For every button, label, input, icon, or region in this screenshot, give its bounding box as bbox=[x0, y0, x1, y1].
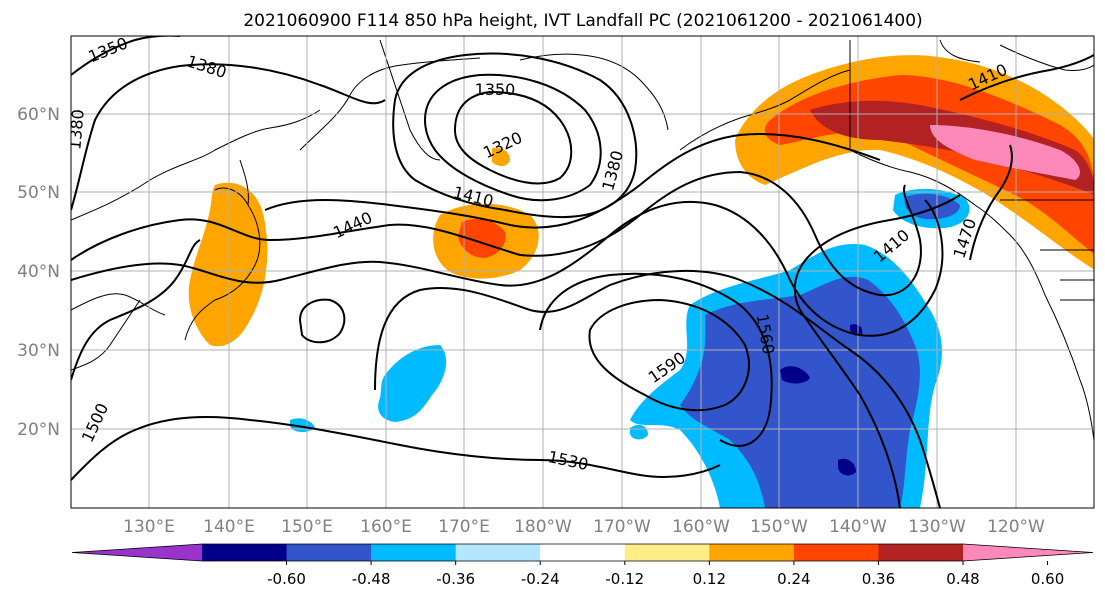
latitude-labels: 20°N 30°N 40°N 50°N 60°N bbox=[17, 105, 60, 440]
map-title: 2021060900 F114 850 hPa height, IVT Land… bbox=[243, 11, 922, 31]
colorbar-tick-label: 0.36 bbox=[862, 570, 895, 588]
colorbar-tick-label: -0.12 bbox=[605, 570, 644, 588]
lon-label: 170°W bbox=[593, 517, 651, 537]
colorbar-swatch bbox=[878, 544, 964, 561]
colorbar-swatch bbox=[709, 544, 795, 561]
lon-label: 120°W bbox=[987, 517, 1045, 537]
lat-label: 40°N bbox=[17, 262, 60, 282]
contour-label: 1350 bbox=[475, 80, 516, 99]
colorbar-tick-label: -0.48 bbox=[352, 570, 391, 588]
colorbar-tick-label: -0.60 bbox=[267, 570, 306, 588]
colorbar-swatch bbox=[371, 544, 457, 561]
colorbar-swatch bbox=[202, 544, 288, 561]
colorbar-tick-label: 0.60 bbox=[1031, 570, 1064, 588]
colorbar-tick-label: 0.48 bbox=[946, 570, 979, 588]
lon-label: 140°W bbox=[829, 517, 887, 537]
colorbar: -0.60 -0.48 -0.36 -0.24 -0.12 0.12 0.24 0.36 0.4… bbox=[71, 543, 1094, 588]
map-frame bbox=[70, 35, 1095, 509]
colorbar-tick-label: -0.36 bbox=[436, 570, 475, 588]
colorbar-swatch bbox=[793, 544, 879, 561]
colorbar-outline bbox=[71, 543, 1094, 562]
colorbar-extend-low bbox=[72, 544, 202, 561]
lon-label: 130°E bbox=[123, 517, 175, 537]
colorbar-tick-label: -0.24 bbox=[521, 570, 560, 588]
longitude-labels: 130°E 140°E 150°E 160°E 170°E 180°W 170°… bbox=[123, 517, 1045, 537]
lon-label: 150°E bbox=[281, 517, 333, 537]
colorbar-tick-label: 0.24 bbox=[777, 570, 810, 588]
map-area: 1350 1380 1380 1350 1320 1380 1410 1440 … bbox=[65, 36, 1094, 508]
lon-label: 140°E bbox=[203, 517, 255, 537]
lon-label: 160°W bbox=[672, 517, 730, 537]
contour-label: 1380 bbox=[65, 108, 87, 150]
colorbar-swatch bbox=[624, 544, 710, 561]
colorbar-swatch bbox=[286, 544, 372, 561]
lat-label: 20°N bbox=[17, 420, 60, 440]
ivt-negative-shading bbox=[290, 188, 970, 508]
lon-label: 170°E bbox=[438, 517, 490, 537]
ivt-positive-shading bbox=[188, 55, 1094, 347]
lat-label: 60°N bbox=[17, 105, 60, 125]
colorbar-swatch bbox=[455, 544, 541, 561]
colorbar-tick-label: 0.12 bbox=[693, 570, 726, 588]
colorbar-swatch bbox=[540, 544, 626, 561]
lon-label: 150°W bbox=[750, 517, 808, 537]
height-contours bbox=[71, 36, 1094, 508]
lat-label: 30°N bbox=[17, 341, 60, 361]
lat-label: 50°N bbox=[17, 183, 60, 203]
lon-label: 130°W bbox=[908, 517, 966, 537]
lon-label: 160°E bbox=[360, 517, 412, 537]
colorbar-extend-high bbox=[963, 544, 1093, 561]
lon-label: 180°W bbox=[514, 517, 572, 537]
